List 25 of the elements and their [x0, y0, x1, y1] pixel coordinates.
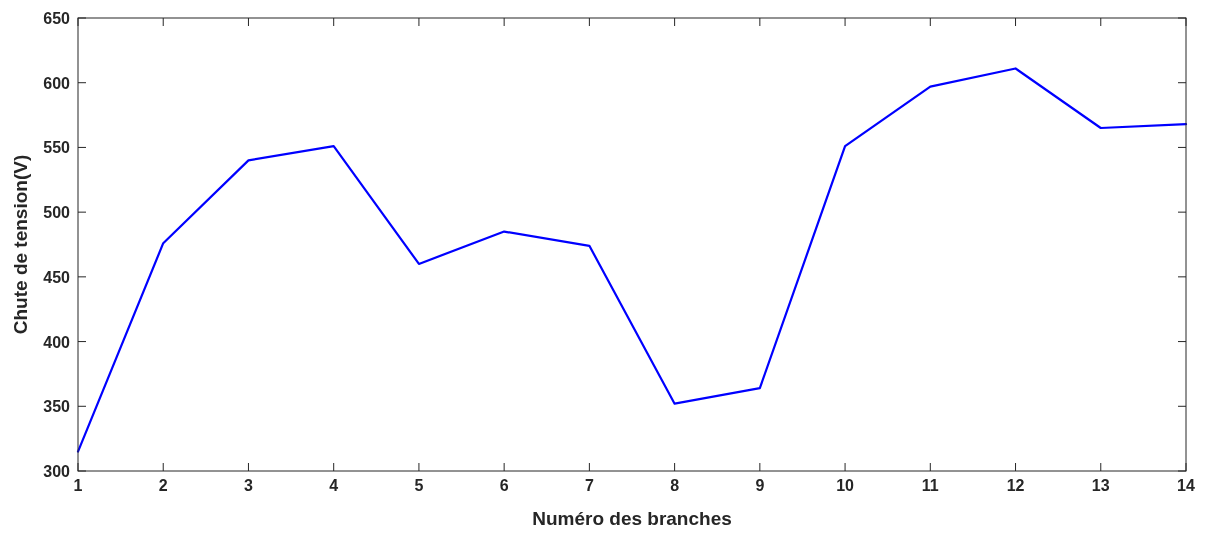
x-tick-label: 2 [158, 477, 168, 494]
x-tick-label: 9 [755, 477, 765, 494]
y-tick-label: 450 [43, 268, 71, 286]
y-axis-title: Chute de tension(V) [10, 154, 31, 335]
x-tick-label: 5 [414, 477, 424, 494]
y-tick-label: 650 [43, 10, 71, 27]
x-tick-label: 12 [1006, 477, 1025, 494]
y-tick-label: 500 [43, 204, 71, 222]
y-tick-label: 600 [43, 74, 71, 92]
x-tick-label: 10 [836, 477, 855, 494]
x-axis-title: Numéro des branches [532, 508, 732, 529]
x-tick-label: 3 [244, 477, 254, 494]
x-tick-label: 8 [670, 477, 680, 494]
x-tick-label: 13 [1091, 477, 1110, 494]
line-series [76, 67, 1188, 453]
y-tick-label: 400 [43, 333, 71, 351]
x-tick-label: 6 [499, 477, 509, 494]
x-tick-label: 11 [921, 477, 939, 494]
x-tick-label: 1 [73, 477, 83, 494]
y-tick-label: 550 [43, 139, 71, 157]
x-tick-label: 14 [1177, 477, 1195, 494]
y-tick-label: 350 [43, 398, 71, 416]
x-tick-label: 4 [329, 477, 339, 494]
x-tick-label: 7 [584, 477, 594, 494]
y-tick-label: 300 [43, 463, 71, 480]
